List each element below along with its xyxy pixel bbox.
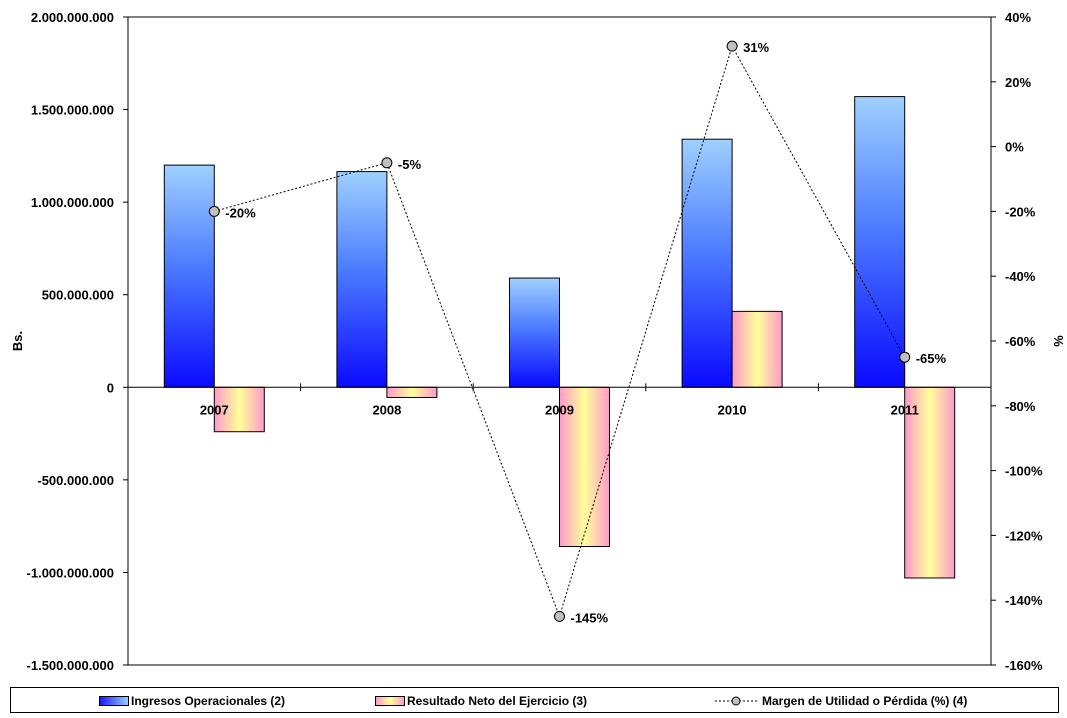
margen-data-label-2011: -65% (916, 351, 947, 366)
y-axis-left-title: Bs. (10, 331, 25, 351)
left-tick-label: 1.500.000.000 (31, 103, 114, 118)
right-tick-label: -60% (1005, 334, 1036, 349)
ingresos-bar-2011 (854, 96, 906, 388)
legend-label-ingresos: Ingresos Operacionales (2) (131, 694, 286, 708)
right-tick-label: 20% (1005, 75, 1031, 90)
ingresos-bar-2009 (509, 277, 560, 388)
left-tick-label: 500.000.000 (42, 288, 114, 303)
legend-label-resultado: Resultado Neto del Ejercicio (3) (407, 694, 588, 708)
category-label-2008: 2008 (372, 402, 401, 417)
margen-point-2007 (208, 205, 220, 217)
margen-data-label-2009: -145% (571, 610, 609, 625)
left-tick-label: -1.000.000.000 (27, 565, 114, 580)
legend-swatch-resultado (375, 696, 405, 706)
category-label-2011: 2011 (891, 402, 919, 417)
combo-chart: 2.000.000.000 1.500.000.000 1.000.000.000 5… (10, 10, 1066, 673)
legend-label-margen: Margen de Utilidad o Pérdida (%) (4) (762, 694, 968, 708)
resultado-bar-2011 (904, 386, 956, 579)
legend-item-ingresos: Ingresos Operacionales (2) (99, 693, 285, 709)
right-tick-label: -80% (1005, 399, 1036, 414)
y-axis-right-title: % (1051, 335, 1066, 347)
right-tick-label: -140% (1005, 593, 1043, 608)
ingresos-bar-2007 (163, 164, 215, 388)
resultado-bar-2007 (213, 386, 265, 433)
left-tick-label: 1.000.000.000 (31, 195, 114, 210)
category-label-2009: 2009 (545, 402, 574, 417)
right-tick-label: -120% (1005, 528, 1043, 543)
margen-data-label-2008: -5% (398, 157, 422, 172)
resultado-bar-2010 (731, 310, 783, 388)
left-tick-label: -500.000.000 (37, 473, 114, 488)
legend-item-margen: Margen de Utilidad o Pérdida (%) (4) (714, 693, 967, 709)
legend-swatch-ingresos (99, 696, 129, 706)
margen-data-label-2010: 31% (743, 40, 769, 55)
margen-point-2011 (899, 351, 911, 363)
right-tick-label: -20% (1005, 204, 1036, 219)
right-tick-label: 0% (1005, 140, 1024, 155)
margen-data-label-2007: -20% (225, 205, 256, 220)
ingresos-bar-2008 (336, 171, 388, 388)
category-label-2010: 2010 (718, 402, 747, 417)
left-tick-label: 2.000.000.000 (31, 10, 114, 25)
legend-item-resultado: Resultado Neto del Ejercicio (3) (375, 693, 587, 709)
legend-line-sample (715, 696, 757, 706)
ingresos-bar-2010 (681, 138, 733, 388)
resultado-bar-2008 (386, 386, 438, 398)
right-tick-label: -100% (1005, 464, 1043, 479)
right-tick-label: -40% (1005, 269, 1036, 284)
left-tick-label: 0 (107, 380, 114, 395)
left-tick-label: -1.500.000.000 (27, 658, 114, 673)
right-tick-label: 40% (1005, 10, 1031, 25)
margen-point-2008 (381, 157, 393, 169)
right-tick-label: -160% (1005, 658, 1043, 673)
category-label-2007: 2007 (200, 402, 229, 417)
margen-point-2009 (554, 610, 565, 622)
legend: Ingresos Operacionales (2) Resultado Net… (10, 687, 1059, 713)
margen-point-2010 (726, 40, 738, 52)
